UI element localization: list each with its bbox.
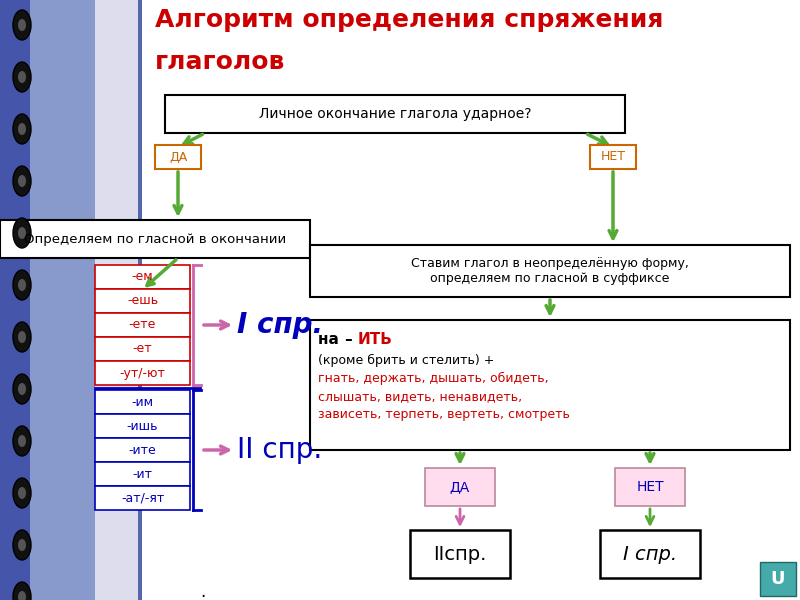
Text: -им: -им: [131, 395, 154, 409]
FancyBboxPatch shape: [600, 530, 700, 578]
Text: U: U: [770, 570, 786, 588]
FancyBboxPatch shape: [142, 0, 800, 100]
FancyBboxPatch shape: [95, 337, 190, 361]
Ellipse shape: [18, 539, 26, 551]
FancyBboxPatch shape: [95, 414, 190, 438]
Ellipse shape: [18, 279, 26, 291]
FancyBboxPatch shape: [95, 486, 190, 510]
FancyBboxPatch shape: [142, 100, 800, 600]
FancyBboxPatch shape: [95, 0, 140, 600]
Text: глаголов: глаголов: [155, 50, 286, 74]
Text: Личное окончание глагола ударное?: Личное окончание глагола ударное?: [258, 107, 531, 121]
Ellipse shape: [13, 10, 31, 40]
FancyBboxPatch shape: [95, 313, 190, 337]
Ellipse shape: [18, 331, 26, 343]
Ellipse shape: [18, 591, 26, 600]
Ellipse shape: [13, 478, 31, 508]
Text: I спр.: I спр.: [623, 545, 677, 563]
Ellipse shape: [13, 62, 31, 92]
FancyBboxPatch shape: [95, 438, 190, 462]
Ellipse shape: [18, 227, 26, 239]
Ellipse shape: [13, 582, 31, 600]
Ellipse shape: [18, 435, 26, 447]
Text: –: –: [345, 332, 358, 347]
Ellipse shape: [18, 487, 26, 499]
FancyBboxPatch shape: [95, 390, 190, 414]
Ellipse shape: [13, 166, 31, 196]
Text: -ем: -ем: [132, 271, 154, 283]
Text: ИТЬ: ИТЬ: [358, 332, 393, 347]
Ellipse shape: [13, 374, 31, 404]
Ellipse shape: [13, 322, 31, 352]
Ellipse shape: [13, 426, 31, 456]
Text: на: на: [318, 332, 344, 347]
FancyBboxPatch shape: [155, 145, 201, 169]
FancyBboxPatch shape: [310, 320, 790, 450]
FancyBboxPatch shape: [615, 468, 685, 506]
Text: слышать, видеть, ненавидеть,: слышать, видеть, ненавидеть,: [318, 390, 522, 403]
Ellipse shape: [13, 270, 31, 300]
Text: гнать, держать, дышать, обидеть,: гнать, держать, дышать, обидеть,: [318, 372, 549, 385]
Ellipse shape: [13, 530, 31, 560]
Text: -ат/-ят: -ат/-ят: [121, 491, 164, 505]
Text: -ите: -ите: [129, 443, 156, 457]
FancyBboxPatch shape: [0, 220, 310, 258]
Text: I спр.: I спр.: [237, 311, 323, 339]
Text: НЕТ: НЕТ: [636, 480, 664, 494]
FancyBboxPatch shape: [760, 562, 796, 596]
Text: ДА: ДА: [169, 151, 187, 163]
Ellipse shape: [18, 71, 26, 83]
Text: НЕТ: НЕТ: [601, 151, 626, 163]
Ellipse shape: [18, 19, 26, 31]
Text: -ете: -ете: [129, 319, 156, 331]
Ellipse shape: [13, 114, 31, 144]
FancyBboxPatch shape: [590, 145, 636, 169]
FancyBboxPatch shape: [95, 462, 190, 486]
Text: -ут/-ют: -ут/-ют: [119, 367, 166, 379]
Ellipse shape: [18, 383, 26, 395]
Text: Определяем по гласной в окончании: Определяем по гласной в окончании: [24, 232, 286, 245]
Text: -ет: -ет: [133, 343, 152, 355]
Text: -ишь: -ишь: [126, 419, 158, 433]
Text: Алгоритм определения спряжения: Алгоритм определения спряжения: [155, 8, 663, 32]
Text: -ит: -ит: [133, 467, 153, 481]
Text: .: .: [200, 583, 206, 600]
FancyBboxPatch shape: [138, 0, 142, 600]
Text: -ешь: -ешь: [127, 295, 158, 307]
FancyBboxPatch shape: [95, 289, 190, 313]
FancyBboxPatch shape: [165, 95, 625, 133]
FancyBboxPatch shape: [95, 265, 190, 289]
Text: зависеть, терпеть, вертеть, смотреть: зависеть, терпеть, вертеть, смотреть: [318, 408, 570, 421]
FancyBboxPatch shape: [310, 245, 790, 297]
Ellipse shape: [13, 218, 31, 248]
FancyBboxPatch shape: [30, 0, 125, 600]
FancyBboxPatch shape: [95, 361, 190, 385]
FancyBboxPatch shape: [0, 0, 30, 600]
Ellipse shape: [18, 123, 26, 135]
Text: IIспр.: IIспр.: [434, 545, 486, 563]
Text: Ставим глагол в неопределённую форму,
определяем по гласной в суффиксе: Ставим глагол в неопределённую форму, оп…: [411, 257, 689, 285]
FancyBboxPatch shape: [410, 530, 510, 578]
Text: II спр.: II спр.: [237, 436, 322, 464]
FancyBboxPatch shape: [425, 468, 495, 506]
Text: ДА: ДА: [450, 480, 470, 494]
Text: (кроме брить и стелить) +: (кроме брить и стелить) +: [318, 354, 494, 367]
Ellipse shape: [18, 175, 26, 187]
